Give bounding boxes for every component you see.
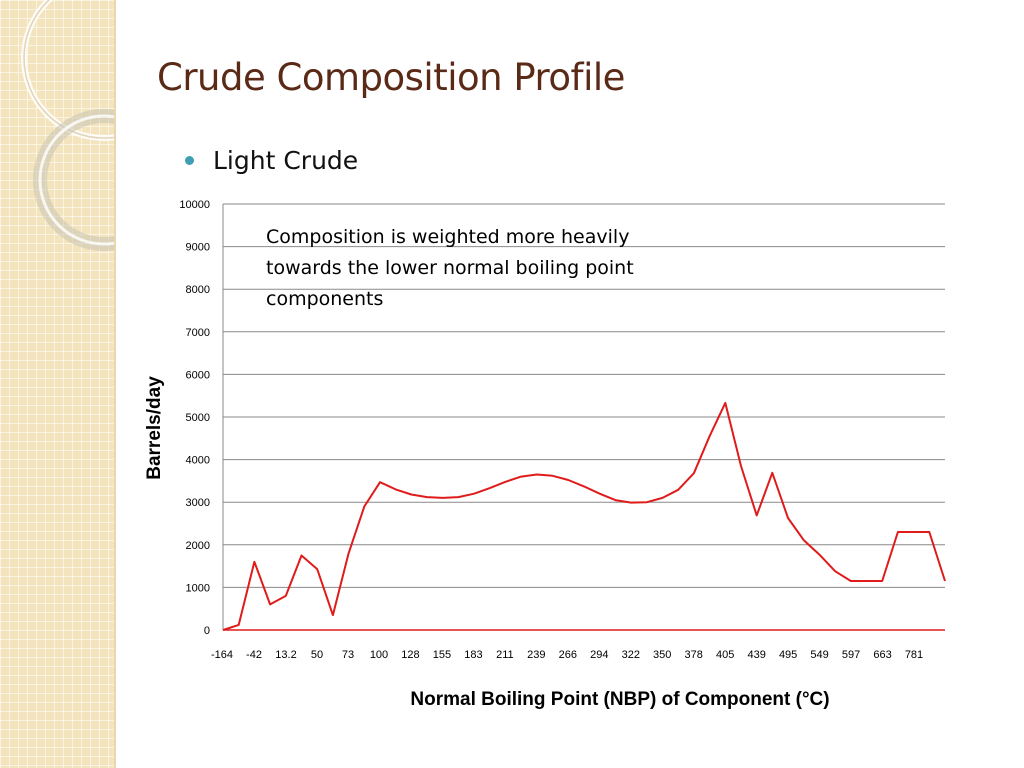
y-tick-label: 0: [204, 625, 210, 637]
x-tick-label: 439: [747, 649, 765, 661]
x-tick-label: 50: [311, 649, 323, 661]
y-tick-label: 10000: [179, 199, 210, 211]
x-tick-label: 211: [496, 649, 514, 661]
x-tick-label: 350: [653, 649, 671, 661]
x-tick-label: 322: [622, 649, 640, 661]
y-tick-label: 6000: [186, 369, 210, 381]
x-axis-ticks: -164 -42 13.2 50 73 100 128 155 183 211 239 266 294 3…: [211, 649, 923, 661]
chart-annotation: Composition is weighted more heavily tow…: [266, 226, 634, 310]
x-axis-label: Normal Boiling Point (NBP) of Component …: [410, 689, 829, 710]
x-tick-label: 13.2: [275, 649, 296, 661]
x-tick-label: 781: [905, 649, 923, 661]
decorative-rings: [21, 0, 114, 251]
series-layer: [222, 401, 946, 631]
y-axis-label: Barrels/day: [144, 376, 165, 480]
slide-title: Crude Composition Profile: [157, 56, 625, 99]
x-tick-label: 266: [559, 649, 577, 661]
x-tick-label: 378: [685, 649, 703, 661]
x-tick-label: 183: [464, 649, 482, 661]
x-tick-label: 549: [810, 649, 828, 661]
y-tick-label: 9000: [186, 242, 210, 254]
x-tick-label: -42: [246, 649, 262, 661]
x-tick-label: -164: [211, 649, 233, 661]
y-tick-label: 3000: [186, 497, 210, 509]
bullet-dot-icon: [185, 156, 194, 165]
y-tick-label: 5000: [186, 412, 210, 424]
y-axis-ticks: 0 1000 2000 3000 4000 5000 6000 7000 8000 9000 100…: [179, 199, 210, 637]
x-tick-label: 128: [401, 649, 419, 661]
y-tick-label: 1000: [186, 582, 210, 594]
x-tick-label: 239: [527, 649, 545, 661]
y-tick-label: 7000: [186, 327, 210, 339]
y-tick-label: 8000: [186, 284, 210, 296]
y-tick-label: 2000: [186, 540, 210, 552]
x-tick-label: 155: [433, 649, 451, 661]
x-tick-label: 294: [590, 649, 608, 661]
x-tick-label: 405: [716, 649, 734, 661]
x-tick-label: 100: [370, 649, 388, 661]
x-tick-label: 495: [779, 649, 797, 661]
bullet-item: Light Crude: [185, 146, 358, 175]
y-tick-label: 4000: [186, 455, 210, 467]
decorative-sidebar: [0, 0, 116, 768]
x-tick-label: 597: [842, 649, 860, 661]
series-line: [222, 401, 946, 631]
bullet-text: Light Crude: [213, 146, 359, 175]
x-tick-label: 73: [342, 649, 354, 661]
x-tick-label: 663: [873, 649, 891, 661]
